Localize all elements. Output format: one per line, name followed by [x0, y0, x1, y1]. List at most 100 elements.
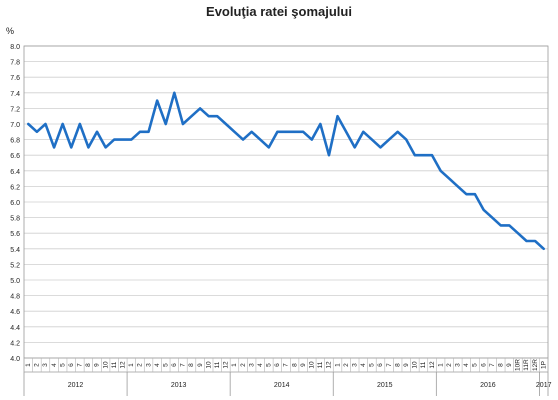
x-tick-label-month: 1 — [437, 363, 444, 367]
data-point — [61, 123, 64, 125]
y-tick-label: 7.0 — [10, 122, 20, 129]
x-tick-label-month: 6 — [377, 363, 384, 367]
x-tick-label-month: 5 — [472, 363, 479, 367]
data-point — [190, 115, 193, 118]
data-point — [27, 123, 30, 125]
x-tick-label-month: 8 — [188, 363, 195, 367]
data-point — [233, 130, 236, 133]
x-tick-label-year: 2012 — [68, 382, 84, 389]
data-point — [259, 138, 262, 141]
data-point — [542, 247, 545, 250]
x-tick-label-month: 2 — [240, 363, 247, 367]
data-point — [345, 130, 348, 133]
x-tick-label-month: 3 — [248, 363, 255, 367]
y-tick-label: 6.8 — [10, 138, 20, 145]
x-tick-label-month: 10 — [205, 361, 212, 369]
y-tick-label: 5.4 — [10, 247, 20, 254]
x-tick-label-month: 7 — [386, 363, 393, 367]
x-tick-label-month: 2 — [34, 363, 41, 367]
plot-frame — [23, 45, 549, 359]
x-tick-label-month: 4 — [154, 363, 161, 367]
x-tick-label-month: 3 — [455, 363, 462, 367]
data-point — [413, 154, 416, 157]
data-point — [70, 146, 73, 149]
x-tick-label-month: 3 — [42, 363, 49, 367]
x-tick-label-month: 11R — [523, 359, 530, 371]
x-tick-label-month: 5 — [266, 363, 273, 367]
x-tick-label-month: 12 — [326, 361, 333, 369]
x-tick-label-month: 7 — [77, 363, 84, 367]
data-point — [508, 224, 511, 227]
data-point — [405, 138, 408, 141]
x-tick-label-month: 9 — [300, 363, 307, 367]
x-tick-label-month: 10R — [515, 359, 522, 371]
y-axis-label: % — [6, 26, 14, 36]
data-point — [139, 130, 141, 133]
x-tick-labels: 1 2 3 4 5 6 7 8 9 10 11 12 1 2 3 4 5 6 7 8 9 10 11 12 1 2 3 4 5 6 7 8 9 1… — [25, 359, 552, 389]
x-tick-label-month: 12 — [223, 361, 230, 369]
data-point — [302, 130, 305, 133]
x-tick-label-month: 5 — [162, 363, 169, 367]
y-tick-label: 6.0 — [10, 200, 20, 207]
x-tick-label-year: 2015 — [377, 382, 393, 389]
y-tick-label: 5.2 — [10, 262, 20, 269]
x-tick-label-month: 10 — [102, 361, 109, 369]
data-point — [491, 216, 494, 219]
x-tick-label-month: 4 — [360, 363, 367, 367]
data-point — [431, 154, 433, 157]
data-point — [293, 130, 296, 133]
x-tick-label-month: 10 — [308, 361, 315, 369]
x-tick-label-month: 1 — [25, 363, 32, 367]
x-tick-label-month: 8 — [291, 363, 298, 367]
x-tick-label-month: 2 — [137, 363, 144, 367]
data-point — [465, 193, 468, 196]
x-tick-label-month: 2 — [446, 363, 453, 367]
data-point — [130, 138, 133, 141]
data-point — [35, 130, 38, 133]
x-tick-label-month: 5 — [59, 363, 66, 367]
y-tick-labels: 4.0 4.2 4.4 4.6 4.8 5.0 5.2 5.4 5.6 5.8 6.0 6.2 6.4 6… — [10, 44, 20, 363]
x-tick-label-month: 6 — [68, 363, 75, 367]
data-point — [456, 185, 459, 188]
x-tick-label-month: 10 — [412, 361, 419, 369]
data-point — [173, 91, 176, 94]
data-point — [379, 146, 382, 149]
data-point — [147, 130, 150, 133]
x-tick-label-month: 4 — [257, 363, 264, 367]
y-tick-label: 5.8 — [10, 216, 20, 223]
y-tick-label: 4.4 — [10, 325, 20, 332]
x-tick-label-month: 1 — [334, 363, 341, 367]
y-tick-label: 4.0 — [10, 356, 20, 363]
x-tick-label-month: 9 — [197, 363, 204, 367]
data-point — [362, 130, 365, 133]
x-tick-label-month: 11 — [420, 361, 427, 368]
data-point — [199, 107, 201, 110]
data-point — [216, 115, 219, 118]
x-tick-label-month: 9 — [403, 363, 410, 367]
x-tick-label-month: 12R — [532, 359, 539, 371]
x-tick-label-month: 8 — [394, 363, 401, 367]
data-point — [525, 240, 528, 242]
x-tick-label-month: 8 — [497, 363, 504, 367]
data-point — [328, 154, 330, 157]
data-point — [448, 177, 451, 180]
x-tick-label-year: 2014 — [274, 382, 290, 389]
x-tick-label-month: 12 — [429, 361, 436, 369]
y-tick-label: 6.2 — [10, 184, 20, 191]
x-tick-label-year: 2016 — [480, 382, 496, 389]
data-point — [517, 232, 519, 235]
series-layer — [26, 91, 546, 251]
y-tick-label: 7.2 — [10, 106, 20, 113]
y-tick-label: 7.6 — [10, 75, 20, 82]
x-tick-label-year: 2013 — [171, 382, 187, 389]
data-point — [224, 123, 227, 125]
x-tick-label-month: 12 — [120, 361, 127, 369]
x-tick-label-month: 3 — [145, 363, 152, 367]
x-tick-label-month: 1P — [540, 361, 547, 369]
data-point — [44, 123, 47, 125]
data-point — [319, 123, 322, 125]
x-tick-label-month: 1 — [231, 363, 238, 367]
data-point — [104, 146, 107, 149]
data-point — [482, 208, 485, 211]
